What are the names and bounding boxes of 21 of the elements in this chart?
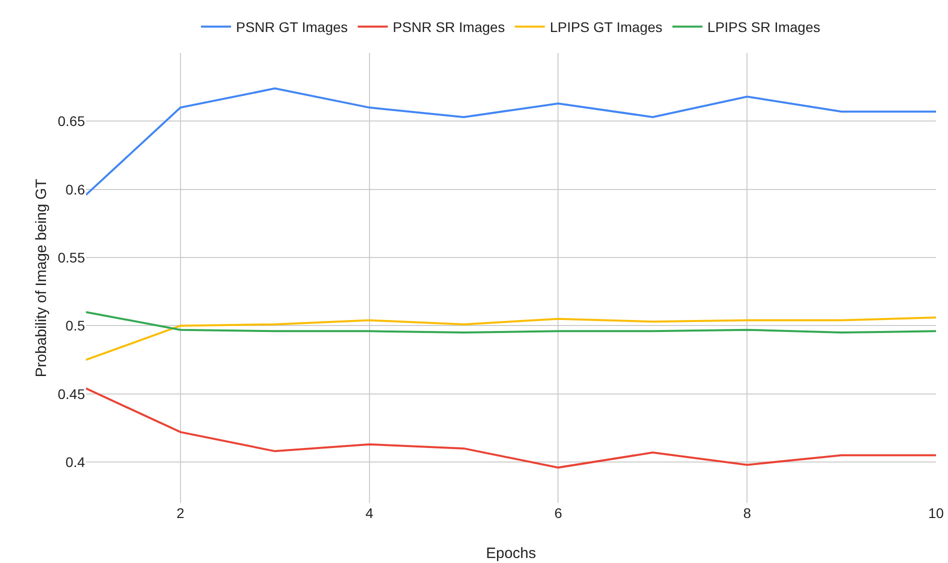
x-tick-label: 2	[176, 505, 185, 521]
y-tick-label: 0.4	[66, 454, 86, 470]
x-tick-label: 4	[365, 505, 374, 521]
y-tick-label: 0.45	[58, 386, 86, 402]
y-tick-label: 0.65	[58, 113, 86, 130]
x-tick-label: 10	[928, 505, 944, 521]
x-axis-title: Epochs	[486, 545, 536, 562]
y-tick-label: 0.5	[66, 318, 86, 334]
legend-label: PSNR SR Images	[392, 19, 505, 36]
line-series	[86, 311, 936, 334]
x-tick-label: 8	[743, 505, 752, 521]
y-tick-label: 0.6	[66, 181, 86, 198]
x-tick-label: 6	[554, 505, 562, 521]
line-series	[86, 87, 936, 196]
line-series	[86, 387, 936, 469]
legend-label: PSNR GT Images	[236, 19, 348, 36]
line-series	[86, 316, 936, 361]
y-axis-title: Probability of Image being GT	[33, 178, 50, 378]
y-tick-label: 0.55	[58, 249, 86, 266]
legend-label: LPIPS GT Images	[550, 19, 662, 36]
legend-label: LPIPS SR Images	[707, 19, 820, 36]
